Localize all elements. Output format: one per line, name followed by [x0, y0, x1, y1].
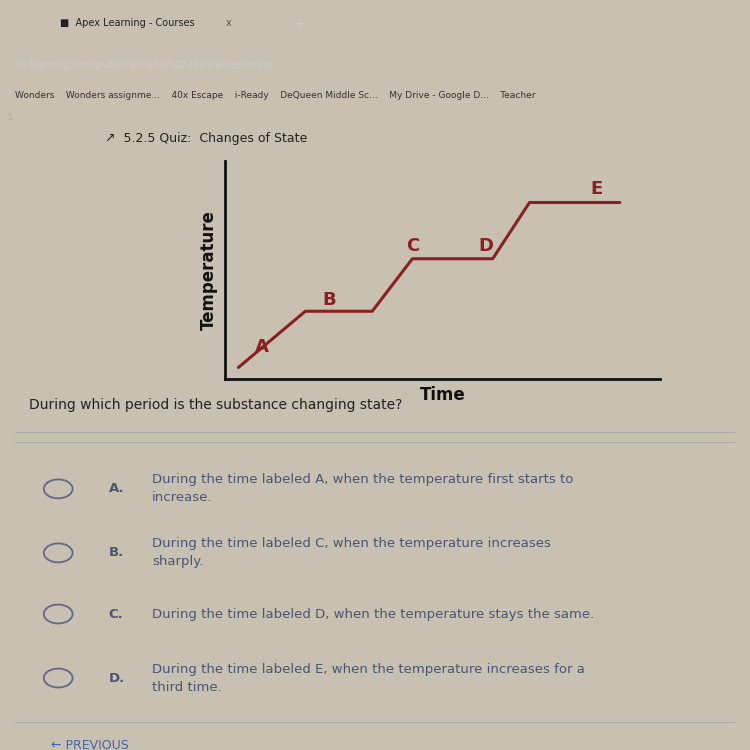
Text: C.: C.	[109, 608, 123, 620]
Text: During the time labeled E, when the temperature increases for a
third time.: During the time labeled E, when the temp…	[152, 662, 585, 694]
Text: During the time labeled C, when the temperature increases
sharply.: During the time labeled C, when the temp…	[152, 538, 550, 568]
Text: D: D	[478, 237, 494, 255]
Text: During the time labeled A, when the temperature first starts to
increase.: During the time labeled A, when the temp…	[152, 473, 573, 505]
Text: x: x	[226, 19, 232, 28]
Text: +: +	[295, 17, 305, 30]
Text: During which period is the substance changing state?: During which period is the substance cha…	[29, 398, 403, 412]
Text: A.: A.	[109, 482, 124, 496]
Text: Wonders    Wonders assignme...    40x Escape    i-Ready    DeQueen Middle Sc... : Wonders Wonders assignme... 40x Escape i…	[15, 92, 536, 100]
Text: During the time labeled D, when the temperature stays the same.: During the time labeled D, when the temp…	[152, 608, 594, 620]
Y-axis label: Temperature: Temperature	[200, 210, 218, 330]
Text: ↗  5.2.5 Quiz:  Changes of State: ↗ 5.2.5 Quiz: Changes of State	[105, 132, 308, 145]
Text: B.: B.	[109, 547, 124, 560]
Text: C: C	[406, 237, 419, 255]
FancyBboxPatch shape	[15, 6, 255, 43]
Text: ■  Apex Learning - Courses: ■ Apex Learning - Courses	[60, 19, 195, 28]
Text: A: A	[255, 338, 268, 356]
X-axis label: Time: Time	[419, 386, 465, 404]
Text: co.learning.com/public/activity/5022005/assessment: co.learning.com/public/activity/5022005/…	[15, 60, 273, 70]
Text: B: B	[322, 291, 335, 309]
Text: ← PREVIOUS: ← PREVIOUS	[51, 740, 129, 750]
Text: 1: 1	[8, 113, 13, 122]
Text: D.: D.	[109, 671, 124, 685]
Text: E: E	[590, 181, 602, 199]
